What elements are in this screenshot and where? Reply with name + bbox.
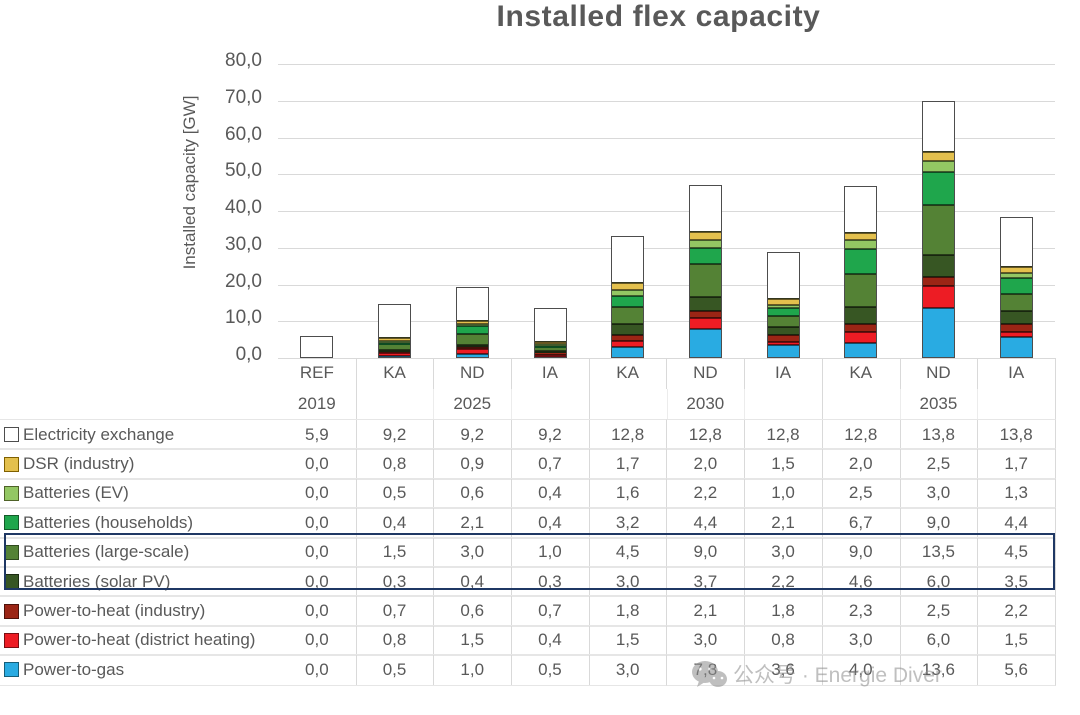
svg-text:公众号 · Energie Diver: 公众号 · Energie Diver [733,664,942,687]
